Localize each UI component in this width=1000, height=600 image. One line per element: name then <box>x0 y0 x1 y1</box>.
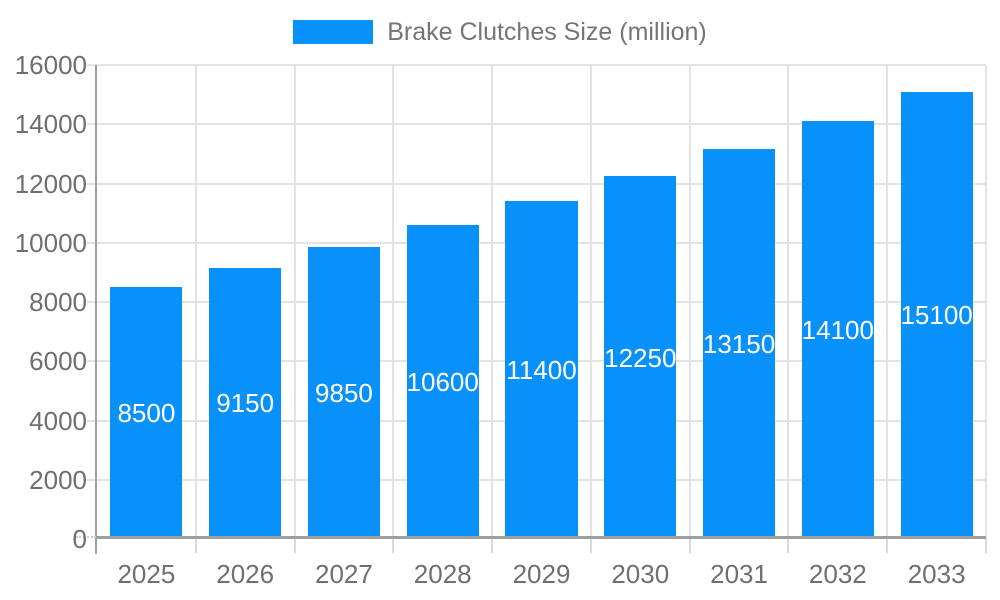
y-tick-label: 4000 <box>29 405 87 436</box>
bar-value-label: 9150 <box>216 388 275 419</box>
x-tick <box>787 539 790 553</box>
bar-2031[interactable]: 13150 <box>703 149 775 539</box>
x-tick-label: 2030 <box>611 559 670 589</box>
x-tick <box>688 539 691 553</box>
x-gridline <box>589 65 592 539</box>
legend-swatch <box>293 20 374 44</box>
x-tick-label: 2032 <box>808 559 867 589</box>
x-gridline <box>688 65 691 539</box>
x-tick <box>392 539 395 553</box>
bar-value-label: 8500 <box>117 398 176 429</box>
bar-2032[interactable]: 14100 <box>802 121 874 539</box>
x-tick-label: 2028 <box>413 559 472 589</box>
plot-area: 8500 9150 9850 10600 11400 12250 13150 14100 151… <box>76 64 987 554</box>
x-tick-label: 2033 <box>907 559 966 589</box>
y-tick-label: 14000 <box>14 109 87 140</box>
x-tick-label: 2031 <box>710 559 768 589</box>
x-tick <box>491 539 494 553</box>
x-tick-label: 2029 <box>512 559 571 589</box>
x-gridline <box>886 65 889 539</box>
x-gridline <box>392 65 395 539</box>
x-gridline <box>293 65 296 539</box>
y-gridline <box>87 182 986 185</box>
y-axis-line <box>95 65 97 554</box>
x-tick-label: 2025 <box>117 559 176 589</box>
zero-tick <box>76 536 96 538</box>
x-tick-label: 2026 <box>216 559 275 589</box>
x-tick-label: 2027 <box>315 559 373 589</box>
bar-2028[interactable]: 10600 <box>407 224 479 539</box>
x-gridline <box>491 65 494 539</box>
x-axis-line <box>97 536 986 539</box>
y-gridline <box>87 64 986 66</box>
x-tick <box>886 539 889 553</box>
x-gridline <box>194 65 197 539</box>
legend[interactable]: Brake Clutches Size (million) <box>0 19 1000 45</box>
x-tick <box>293 539 296 553</box>
bar-2029[interactable]: 11400 <box>505 201 578 539</box>
bar-value-label: 14100 <box>801 315 874 346</box>
legend-label: Brake Clutches Size (million) <box>387 18 707 46</box>
bar-2026[interactable]: 9150 <box>209 267 282 539</box>
x-tick <box>589 539 592 553</box>
x-tick <box>194 539 197 553</box>
bar-value-label: 10600 <box>406 366 479 397</box>
bar-2025[interactable]: 8500 <box>110 287 183 539</box>
y-gridline <box>87 123 986 126</box>
bar-value-label: 15100 <box>900 300 973 331</box>
y-tick-label: 8000 <box>29 287 87 317</box>
bar-2033[interactable]: 15100 <box>900 91 973 539</box>
y-tick-label: 10000 <box>14 227 87 258</box>
x-tick <box>985 539 987 553</box>
y-tick-label: 0 <box>72 524 87 554</box>
y-tick-label: 16000 <box>14 50 87 80</box>
y-tick-label: 2000 <box>29 464 87 495</box>
x-gridline <box>787 65 790 539</box>
x-gridline <box>985 65 987 539</box>
y-tick-label: 6000 <box>29 346 87 377</box>
y-tick-label: 12000 <box>14 168 87 199</box>
bar-value-label: 9850 <box>315 378 373 409</box>
bar-2030[interactable]: 12250 <box>604 176 676 539</box>
bar-value-label: 13150 <box>702 329 776 360</box>
bar-2027[interactable]: 9850 <box>307 247 380 539</box>
bar-value-label: 12250 <box>604 342 677 373</box>
bar-value-label: 11400 <box>506 355 577 386</box>
